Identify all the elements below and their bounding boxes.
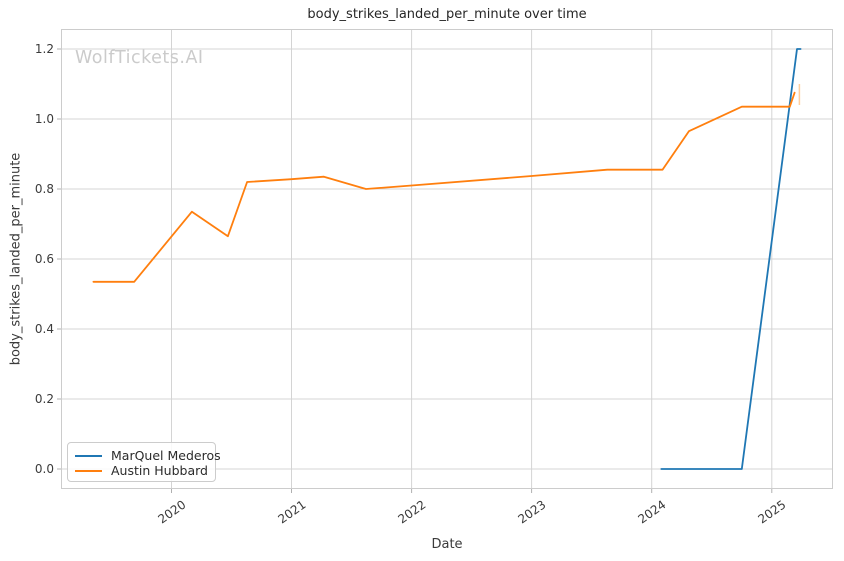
legend-line-swatch	[75, 454, 102, 457]
series-line-marquel-mederos	[660, 48, 802, 470]
watermark-text: WolfTickets.AI	[75, 48, 204, 68]
legend-label: Austin Hubbard	[111, 463, 208, 478]
legend-label: MarQuel Mederos	[111, 448, 221, 463]
series-line-austin-hubbard	[92, 91, 796, 283]
y-tick-label-1.0: 1.0	[34, 111, 54, 126]
y-tick-label-0.2: 0.2	[34, 392, 54, 407]
legend-item: Austin Hubbard	[75, 463, 208, 478]
y-tick-label-1.2: 1.2	[34, 41, 54, 56]
chart-title: body_strikes_landed_per_minute over time	[307, 7, 587, 22]
y-tick-label-0.6: 0.6	[34, 252, 54, 266]
y-tick-label-0.0: 0.0	[34, 462, 54, 477]
legend-item: MarQuel Mederos	[75, 448, 221, 463]
plot-border	[61, 29, 833, 489]
legend: MarQuel Mederos Austin Hubbard	[67, 442, 221, 482]
legend-line-swatch	[75, 469, 102, 472]
y-tick-label-0.4: 0.4	[34, 322, 54, 336]
y-tick-label-0.8: 0.8	[34, 181, 54, 196]
x-axis-label: Date	[431, 537, 463, 552]
